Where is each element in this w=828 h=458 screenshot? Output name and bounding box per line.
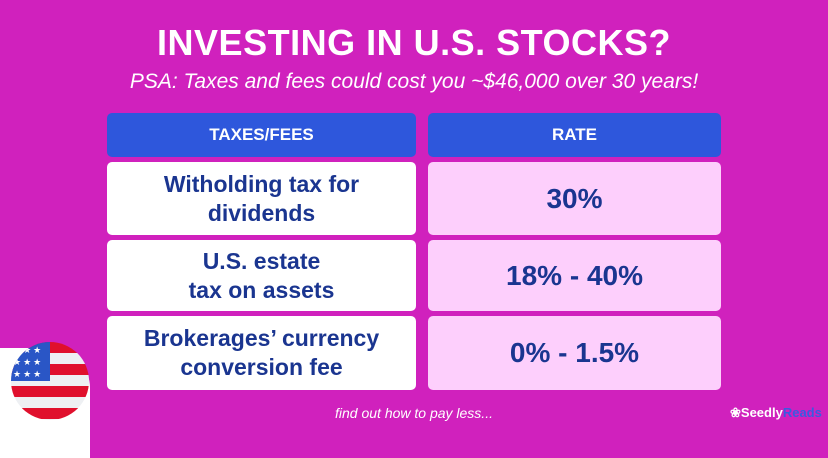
- header-rate: RATE: [428, 113, 721, 157]
- footer-text: find out how to pay less...: [335, 405, 493, 421]
- rate-cell: 30%: [428, 162, 721, 235]
- fee-cell: U.S. estate tax on assets: [107, 240, 416, 311]
- page-title: INVESTING IN U.S. STOCKS?: [157, 22, 671, 63]
- rate-cell: 0% - 1.5%: [428, 316, 721, 390]
- fee-cell: Witholding tax for dividends: [107, 162, 416, 235]
- seedly-reads-logo: ❀SeedlyReads: [730, 405, 822, 420]
- subtitle: PSA: Taxes and fees could cost you ~$46,…: [129, 70, 699, 93]
- rate-cell: 18% - 40%: [428, 240, 721, 311]
- logo-part1: Seedly: [740, 405, 783, 420]
- fee-cell: Brokerages’ currency conversion fee: [107, 316, 416, 390]
- logo-part2: Reads: [782, 405, 822, 420]
- header-taxes-fees: TAXES/FEES: [107, 113, 416, 157]
- us-flag-icon: ★★★ ★★★ ★★★: [11, 342, 89, 420]
